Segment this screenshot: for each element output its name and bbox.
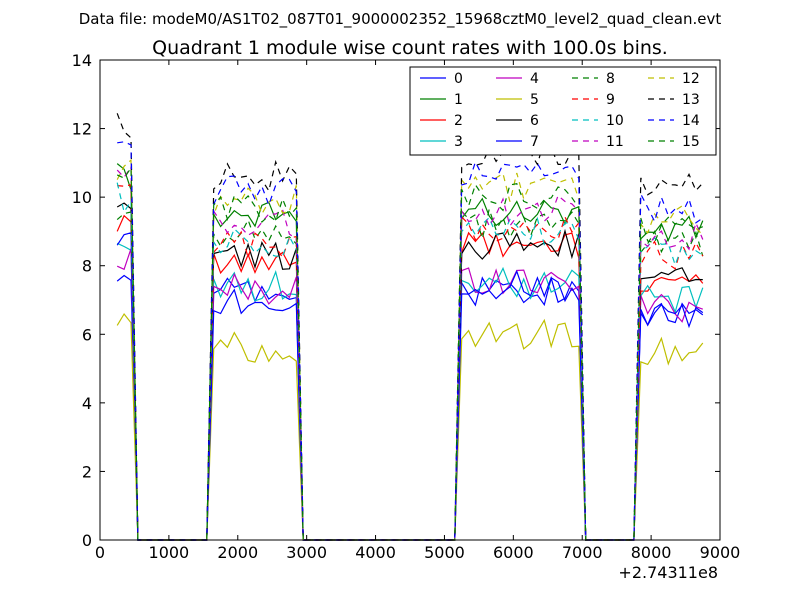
legend-label-9: 9 bbox=[606, 92, 615, 108]
x-tick-label: 8000 bbox=[631, 543, 672, 562]
x-tick-label: 9000 bbox=[700, 543, 741, 562]
legend-label-12: 12 bbox=[682, 71, 700, 87]
x-tick-label: 4000 bbox=[355, 543, 396, 562]
legend-label-14: 14 bbox=[682, 113, 700, 129]
x-tick-label: 1000 bbox=[149, 543, 190, 562]
legend-label-4: 4 bbox=[530, 71, 539, 87]
chart-title: Quadrant 1 module wise count rates with … bbox=[152, 37, 668, 59]
x-axis: 0 1000 2000 3000 4000 5000 6000 7000 8000 9000 bbox=[95, 60, 740, 562]
legend-label-10: 10 bbox=[606, 113, 624, 129]
series-line-14 bbox=[117, 141, 704, 541]
y-tick-label: 12 bbox=[72, 120, 92, 139]
figure-suptitle: Data file: modeM0/AS1T02_087T01_90000023… bbox=[79, 10, 722, 29]
x-tick-label: 3000 bbox=[286, 543, 327, 562]
legend-label-0: 0 bbox=[454, 71, 463, 87]
y-tick-label: 6 bbox=[82, 325, 92, 344]
y-tick-label: 0 bbox=[82, 531, 92, 550]
plot-frame bbox=[99, 59, 721, 541]
legend-box bbox=[409, 66, 717, 156]
y-tick-label: 10 bbox=[72, 188, 92, 207]
legend-label-6: 6 bbox=[530, 113, 539, 129]
x-tick-label: 7000 bbox=[562, 543, 603, 562]
y-tick-label: 8 bbox=[82, 257, 92, 276]
legend-label-11: 11 bbox=[606, 134, 624, 150]
x-tick-label: 5000 bbox=[424, 543, 465, 562]
legend-label-7: 7 bbox=[530, 134, 539, 150]
x-tick-label: 6000 bbox=[493, 543, 534, 562]
x-tick-label: 2000 bbox=[217, 543, 258, 562]
legend-label-1: 1 bbox=[454, 92, 463, 108]
legend-label-8: 8 bbox=[606, 71, 615, 87]
legend-label-3: 3 bbox=[454, 134, 463, 150]
y-tick-label: 2 bbox=[82, 462, 92, 481]
legend-label-15: 15 bbox=[682, 134, 700, 150]
legend-label-13: 13 bbox=[682, 92, 700, 108]
y-tick-label: 4 bbox=[82, 394, 92, 413]
x-tick-label: 0 bbox=[95, 543, 105, 562]
y-tick-label: 14 bbox=[72, 51, 92, 70]
legend-label-5: 5 bbox=[530, 92, 539, 108]
x-offset-label: +2.74311e8 bbox=[618, 563, 718, 582]
legend-label-2: 2 bbox=[454, 113, 463, 129]
series-line-13 bbox=[116, 113, 704, 541]
